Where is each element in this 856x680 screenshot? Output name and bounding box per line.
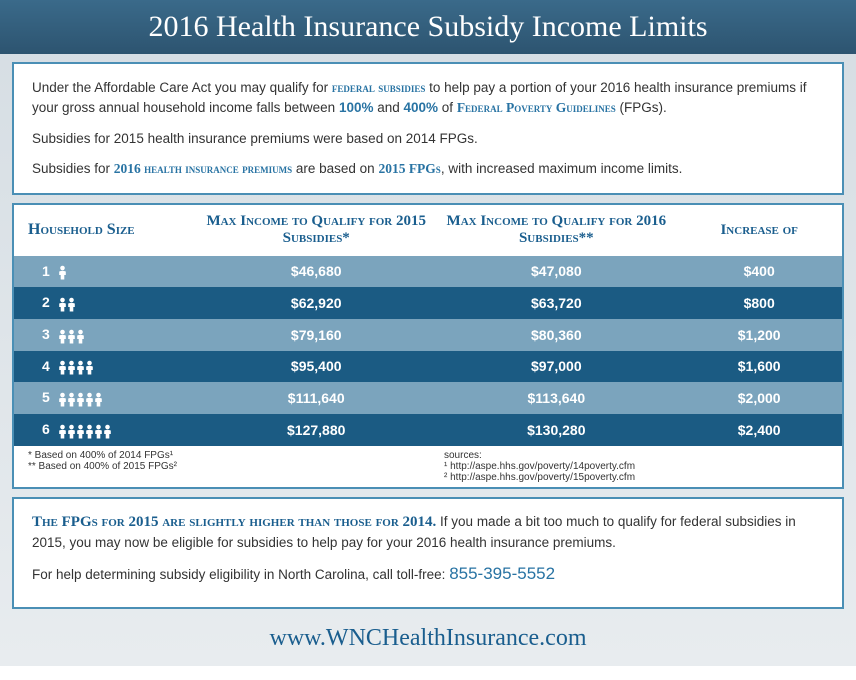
- intro-box: Under the Affordable Care Act you may qu…: [12, 62, 844, 195]
- intro-highlight: 100%: [339, 100, 374, 115]
- cell-household-size: 5: [14, 382, 196, 414]
- page-container: 2016 Health Insurance Subsidy Income Lim…: [0, 0, 856, 666]
- cell-2015-max: $46,680: [196, 256, 436, 288]
- col-increase: Increase of: [676, 205, 842, 256]
- person-icon: [58, 263, 67, 280]
- cell-2015-max: $111,640: [196, 382, 436, 414]
- intro-highlight: Federal Poverty Guidelines: [457, 100, 616, 115]
- bottom-text: For help determining subsidy eligibility…: [32, 567, 449, 582]
- table-header-row: Household Size Max Income to Qualify for…: [14, 205, 842, 256]
- cell-increase: $2,000: [676, 382, 842, 414]
- intro-paragraph-3: Subsidies for 2016 health insurance prem…: [32, 159, 824, 179]
- footnotes-left: * Based on 400% of 2014 FPGs¹ ** Based o…: [28, 450, 412, 472]
- cell-increase: $1,200: [676, 319, 842, 351]
- intro-paragraph-2: Subsidies for 2015 health insurance prem…: [32, 129, 824, 149]
- cell-2015-max: $79,160: [196, 319, 436, 351]
- footnotes-right: sources: ¹ http://aspe.hhs.gov/poverty/1…: [444, 450, 828, 483]
- intro-text: of: [438, 100, 457, 115]
- subsidy-table-container: VS Household Size Max Income to Qualify …: [12, 203, 844, 489]
- source-link: ² http://aspe.hhs.gov/poverty/15poverty.…: [444, 472, 828, 483]
- person-icon: [58, 390, 103, 407]
- person-icon: [58, 358, 94, 375]
- intro-text: Subsidies for: [32, 161, 114, 176]
- intro-paragraph-1: Under the Affordable Care Act you may qu…: [32, 78, 824, 119]
- cell-household-size: 6: [14, 414, 196, 446]
- cell-household-size: 1: [14, 256, 196, 288]
- site-url-link[interactable]: www.WNCHealthInsurance.com: [269, 625, 586, 651]
- intro-text: Under the Affordable Care Act you may qu…: [32, 80, 332, 95]
- cell-household-size: 3: [14, 319, 196, 351]
- table-row: 5$111,640$113,640$2,000: [14, 382, 842, 414]
- page-header: 2016 Health Insurance Subsidy Income Lim…: [0, 0, 856, 54]
- intro-highlight: federal subsidies: [332, 80, 425, 95]
- col-household-size: Household Size: [14, 205, 196, 256]
- table-row: 2$62,920$63,720$800: [14, 287, 842, 319]
- intro-highlight: 2016 health insurance premiums: [114, 161, 292, 176]
- bottom-paragraph-1: The FPGs for 2015 are slightly higher th…: [32, 511, 824, 554]
- cell-2016-max: $130,280: [436, 414, 676, 446]
- person-icon: [58, 422, 112, 439]
- cell-2015-max: $95,400: [196, 351, 436, 383]
- col-max-2016: Max Income to Qualify for 2016 Subsidies…: [436, 205, 676, 256]
- cell-household-size: 4: [14, 351, 196, 383]
- table-footnotes: * Based on 400% of 2014 FPGs¹ ** Based o…: [14, 446, 842, 487]
- person-icon: [58, 295, 76, 312]
- cell-2016-max: $80,360: [436, 319, 676, 351]
- cell-increase: $1,600: [676, 351, 842, 383]
- table-row: 6$127,880$130,280$2,400: [14, 414, 842, 446]
- footnote: * Based on 400% of 2014 FPGs¹: [28, 450, 412, 461]
- page-title: 2016 Health Insurance Subsidy Income Lim…: [20, 10, 836, 44]
- cell-2016-max: $63,720: [436, 287, 676, 319]
- phone-number: 855-395-5552: [449, 564, 555, 583]
- cell-increase: $2,400: [676, 414, 842, 446]
- intro-text: and: [373, 100, 403, 115]
- table-row: 3$79,160$80,360$1,200: [14, 319, 842, 351]
- bottom-lead: The FPGs for 2015 are slightly higher th…: [32, 514, 436, 530]
- cell-household-size: 2: [14, 287, 196, 319]
- intro-highlight: 2015 FPGs: [378, 161, 440, 176]
- bottom-paragraph-2: For help determining subsidy eligibility…: [32, 561, 824, 587]
- intro-text: are based on: [292, 161, 378, 176]
- cell-2016-max: $97,000: [436, 351, 676, 383]
- cell-2015-max: $127,880: [196, 414, 436, 446]
- intro-text: (FPGs).: [616, 100, 667, 115]
- col-max-2015: Max Income to Qualify for 2015 Subsidies…: [196, 205, 436, 256]
- table-row: 1$46,680$47,080$400: [14, 256, 842, 288]
- site-url-container: www.WNCHealthInsurance.com: [0, 617, 856, 666]
- person-icon: [58, 327, 85, 344]
- cell-increase: $400: [676, 256, 842, 288]
- subsidy-table: Household Size Max Income to Qualify for…: [14, 205, 842, 446]
- table-row: 4$95,400$97,000$1,600: [14, 351, 842, 383]
- cell-2016-max: $113,640: [436, 382, 676, 414]
- intro-highlight: 400%: [404, 100, 439, 115]
- source-link: ¹ http://aspe.hhs.gov/poverty/14poverty.…: [444, 461, 828, 472]
- cell-increase: $800: [676, 287, 842, 319]
- bottom-box: The FPGs for 2015 are slightly higher th…: [12, 497, 844, 609]
- sources-label: sources:: [444, 450, 828, 461]
- cell-2016-max: $47,080: [436, 256, 676, 288]
- cell-2015-max: $62,920: [196, 287, 436, 319]
- intro-text: , with increased maximum income limits.: [441, 161, 683, 176]
- footnote: ** Based on 400% of 2015 FPGs²: [28, 461, 412, 472]
